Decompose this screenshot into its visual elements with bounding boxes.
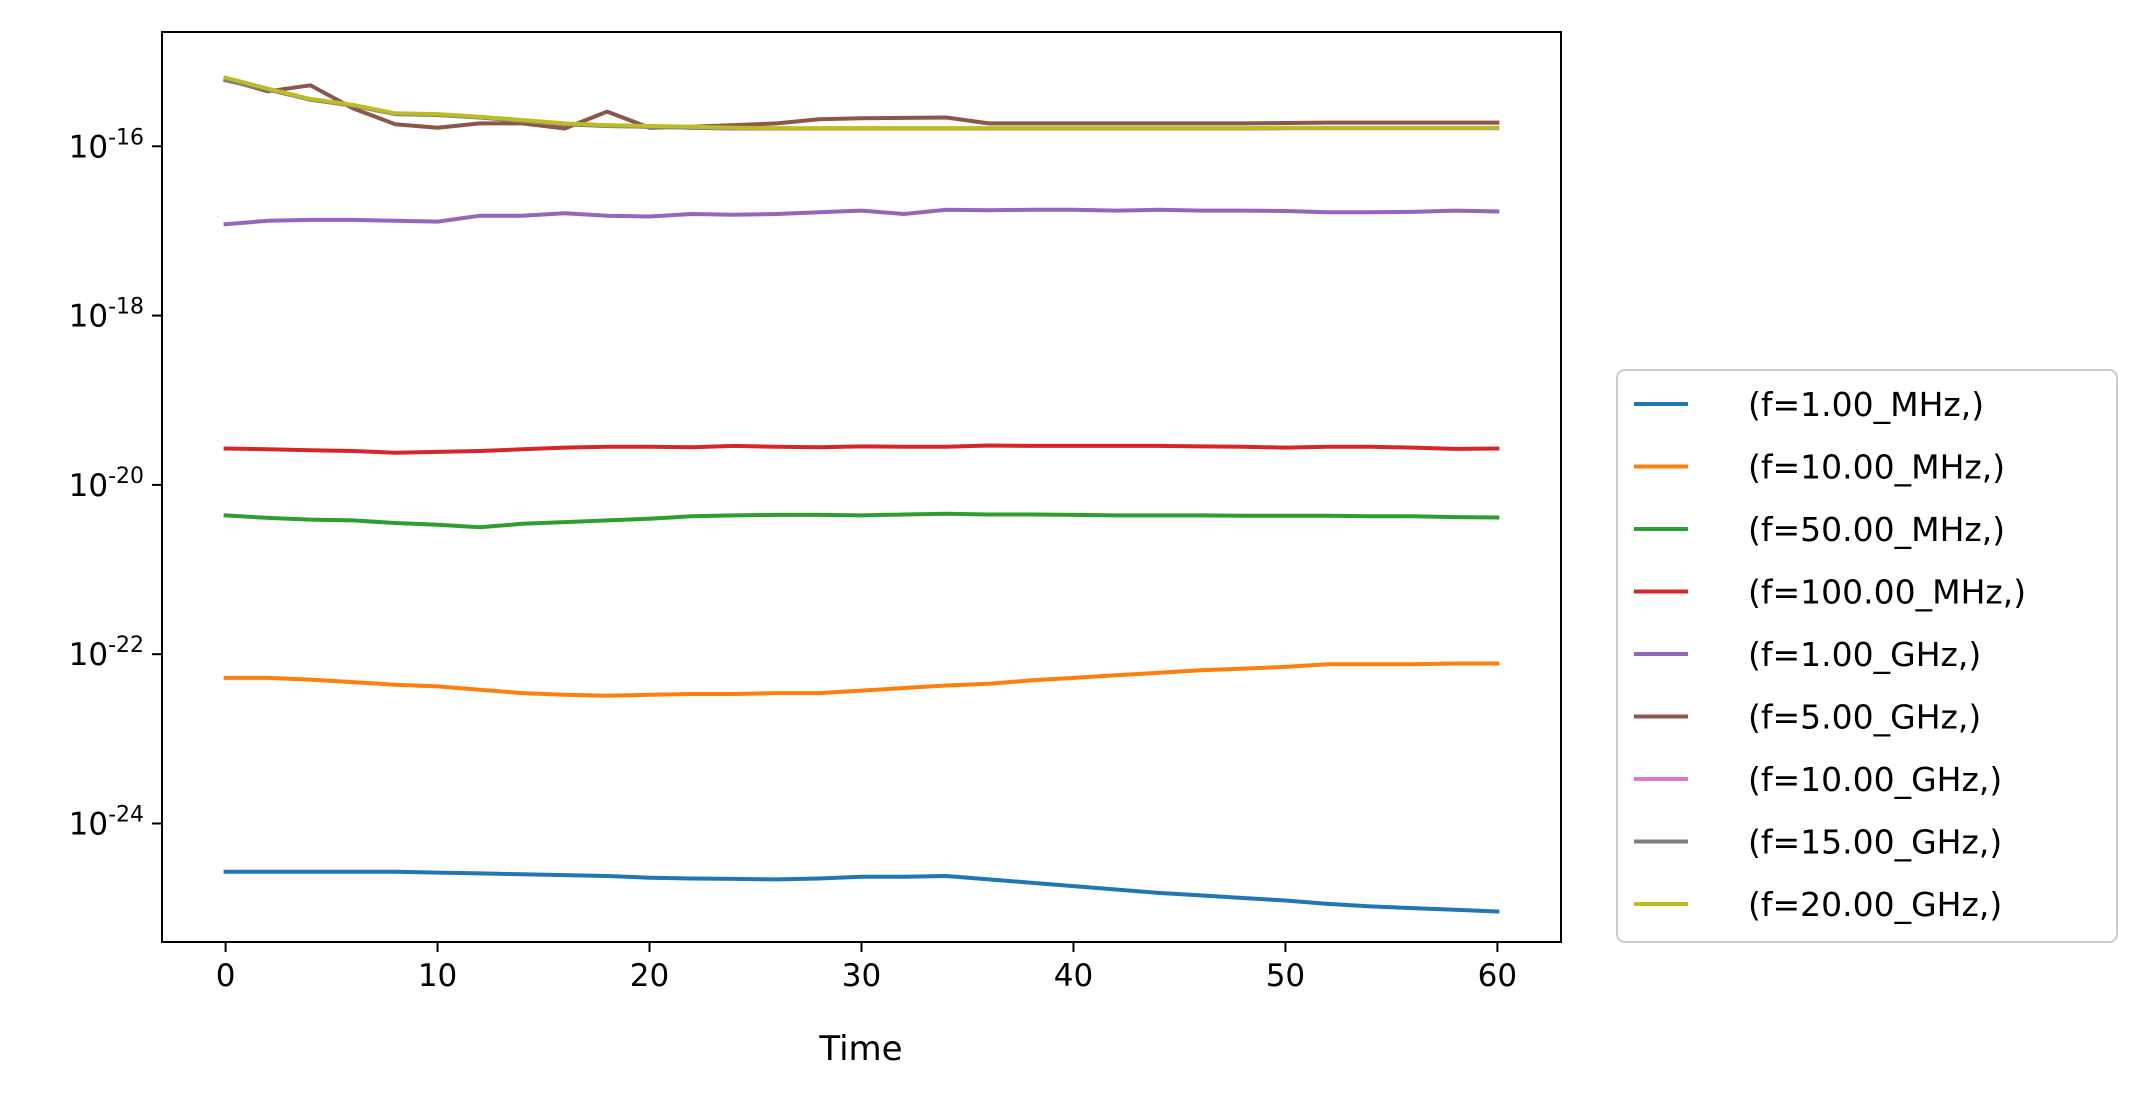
legend: (f=1.00_MHz,) (f=10.00_MHz,) (f=50.00_MHz,… bbox=[1616, 369, 2118, 943]
x-tick-label: 10 bbox=[418, 958, 457, 994]
series-line-6 bbox=[223, 76, 1500, 131]
series-line-3 bbox=[223, 511, 1500, 530]
y-tick-label: 10-22 bbox=[69, 633, 144, 673]
y-tick-label: 10-24 bbox=[69, 802, 144, 842]
series-line-5 bbox=[223, 207, 1500, 227]
x-axis-label: Time bbox=[818, 1029, 902, 1069]
legend-label: (f=100.00_MHz,) bbox=[1748, 573, 2026, 612]
legend-label: (f=5.00_GHz,) bbox=[1748, 698, 1981, 737]
series-line-1 bbox=[223, 869, 1500, 914]
x-tick-label: 40 bbox=[1054, 958, 1093, 994]
series-line-9 bbox=[223, 75, 1500, 131]
x-tick-label: 60 bbox=[1478, 958, 1517, 994]
x-tick-label: 50 bbox=[1266, 958, 1305, 994]
x-axis-ticks: 0 10 20 30 40 50 60 bbox=[216, 942, 1517, 994]
legend-frame bbox=[1616, 369, 2118, 943]
x-tick-label: 20 bbox=[630, 958, 669, 994]
x-tick-label: 30 bbox=[842, 958, 881, 994]
series-line-2 bbox=[223, 661, 1500, 698]
plot-background bbox=[162, 32, 1561, 942]
legend-label: (f=50.00_MHz,) bbox=[1748, 510, 2005, 549]
series-line-4 bbox=[223, 443, 1500, 455]
x-tick-label: 0 bbox=[216, 958, 236, 994]
y-tick-label: 10-16 bbox=[69, 125, 144, 165]
y-tick-label: 10-18 bbox=[69, 295, 144, 335]
legend-label: (f=10.00_MHz,) bbox=[1748, 448, 2005, 487]
y-tick-label: 10-20 bbox=[69, 464, 144, 504]
legend-label: (f=1.00_MHz,) bbox=[1748, 385, 1984, 424]
legend-label: (f=20.00_GHz,) bbox=[1748, 885, 2002, 924]
legend-label: (f=1.00_GHz,) bbox=[1748, 635, 1981, 674]
legend-label: (f=15.00_GHz,) bbox=[1748, 823, 2002, 862]
legend-label: (f=10.00_GHz,) bbox=[1748, 760, 2002, 799]
series-layer bbox=[223, 75, 1500, 914]
y-axis-ticks: 10-16 10-18 10-20 10-22 10-24 bbox=[69, 125, 162, 842]
